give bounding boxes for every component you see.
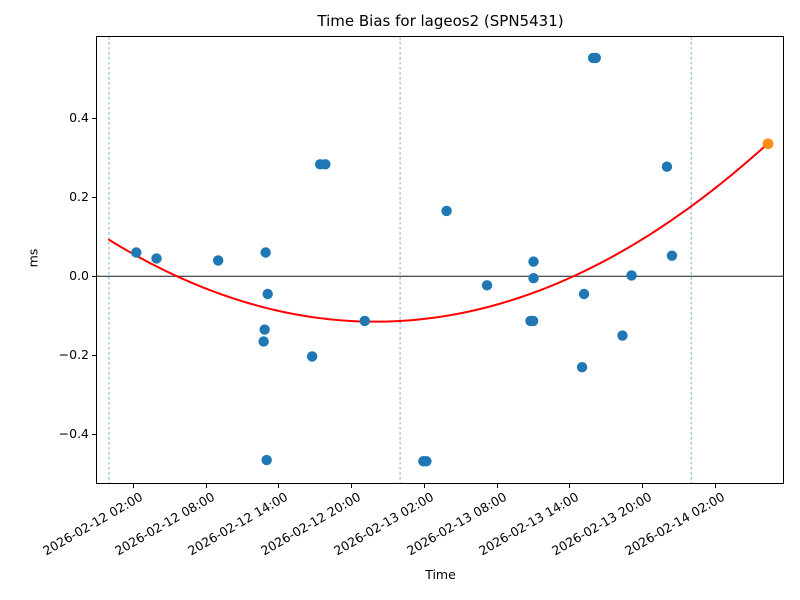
y-tick-mark — [92, 196, 96, 198]
time-bias-observation-point — [212, 255, 224, 266]
time-bias-observation-point — [258, 336, 269, 347]
y-tick-label: −0.4 — [58, 426, 89, 442]
time-bias-observation-point — [359, 315, 370, 327]
time-bias-observation-point — [262, 288, 273, 300]
x-tick-mark — [569, 484, 571, 488]
fit-endpoint-point — [762, 138, 774, 150]
x-tick-mark — [278, 484, 280, 488]
time-bias-observation-point — [528, 272, 539, 284]
time-bias-observation-point — [626, 270, 637, 281]
time-bias-observation-point — [617, 330, 628, 341]
time-bias-observation-point — [131, 247, 142, 258]
y-tick-label: 0.2 — [69, 189, 89, 205]
x-tick-mark — [205, 484, 207, 488]
time-bias-observation-point — [259, 324, 270, 335]
time-bias-observation-point — [151, 253, 162, 264]
y-tick-mark — [92, 117, 96, 119]
fit-curve — [108, 142, 769, 323]
x-tick-mark — [714, 484, 716, 488]
y-tick-mark — [92, 433, 96, 435]
time-bias-observation-point — [260, 247, 271, 258]
plot-area — [96, 36, 784, 484]
time-bias-observation-point — [666, 250, 678, 261]
time-bias-observation-point — [528, 256, 539, 267]
x-tick-mark — [496, 484, 498, 488]
x-axis-label: Time — [425, 567, 456, 582]
y-tick-label: 0.0 — [69, 268, 89, 284]
time-bias-observation-point — [661, 161, 673, 172]
time-bias-observation-point — [421, 456, 432, 467]
plot-canvas — [97, 37, 783, 483]
time-bias-observation-point — [576, 361, 588, 373]
x-tick-mark — [132, 484, 134, 488]
x-tick-mark — [423, 484, 425, 488]
y-tick-label: −0.2 — [58, 347, 89, 363]
x-tick-mark — [642, 484, 644, 488]
time-bias-observation-point — [320, 159, 331, 170]
y-tick-label: 0.4 — [69, 110, 89, 126]
time-bias-observation-point — [578, 288, 590, 300]
time-bias-observation-point — [481, 280, 493, 291]
x-tick-mark — [351, 484, 353, 488]
chart-title: Time Bias for lageos2 (SPN5431) — [317, 12, 564, 30]
time-bias-observation-point — [306, 351, 318, 362]
y-axis-label: ms — [25, 248, 41, 268]
time-bias-observation-point — [441, 205, 452, 217]
time-bias-observation-point — [527, 315, 539, 327]
y-tick-mark — [92, 275, 96, 277]
time-bias-observation-point — [590, 52, 601, 64]
y-tick-mark — [92, 354, 96, 356]
time-bias-observation-point — [261, 454, 272, 466]
